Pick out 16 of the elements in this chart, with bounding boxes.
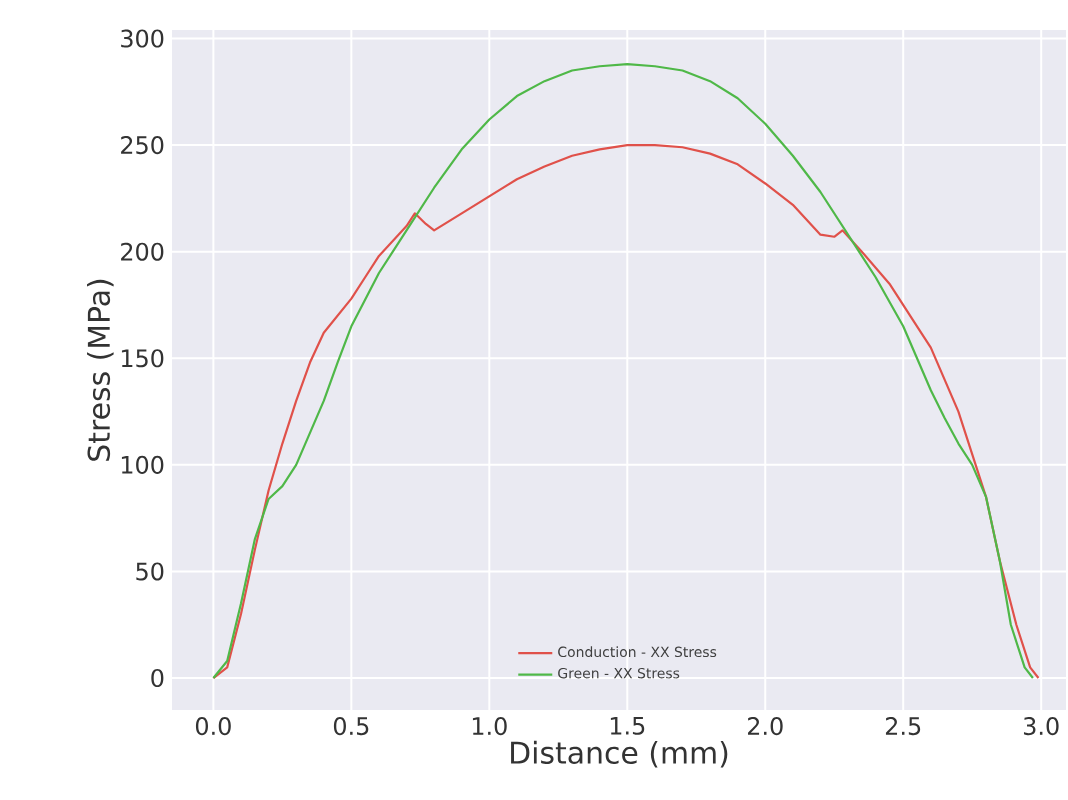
y-tick-label: 250 — [121, 136, 164, 155]
y-tick-label: 150 — [121, 349, 164, 368]
y-axis-title: Stress (MPa) — [87, 279, 114, 461]
y-tick-label: 0 — [151, 668, 164, 688]
y-tick-label: 300 — [121, 29, 164, 48]
x-tick-label: 2.5 — [885, 717, 921, 736]
x-tick-label: 1.5 — [610, 717, 645, 735]
y-tick-label: 200 — [121, 242, 164, 261]
x-tick-label: 0.5 — [333, 717, 369, 736]
x-tick-label: 2.0 — [747, 717, 783, 736]
x-tick-label: 1.0 — [472, 717, 507, 736]
y-tick-label: 100 — [121, 455, 164, 474]
y-tick-label: 50 — [136, 562, 164, 581]
x-axis-title: Distance (mm) — [511, 740, 728, 768]
x-tick-label: 0.0 — [195, 717, 231, 736]
x-tick-label: 3.0 — [1023, 717, 1059, 736]
